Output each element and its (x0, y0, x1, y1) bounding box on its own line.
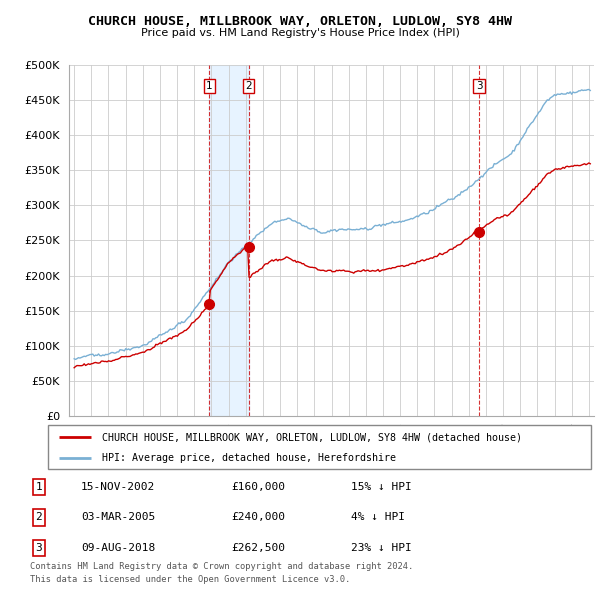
Text: 03-MAR-2005: 03-MAR-2005 (81, 513, 155, 522)
Text: Price paid vs. HM Land Registry's House Price Index (HPI): Price paid vs. HM Land Registry's House … (140, 28, 460, 38)
Text: 2: 2 (35, 513, 43, 522)
Text: This data is licensed under the Open Government Licence v3.0.: This data is licensed under the Open Gov… (30, 575, 350, 584)
Text: 1: 1 (206, 81, 212, 91)
Text: 15% ↓ HPI: 15% ↓ HPI (351, 482, 412, 491)
Text: CHURCH HOUSE, MILLBROOK WAY, ORLETON, LUDLOW, SY8 4HW: CHURCH HOUSE, MILLBROOK WAY, ORLETON, LU… (88, 15, 512, 28)
Text: £160,000: £160,000 (231, 482, 285, 491)
Bar (209, 65, 248, 416)
Text: 3: 3 (476, 81, 482, 91)
Text: 09-AUG-2018: 09-AUG-2018 (81, 543, 155, 553)
Text: 23% ↓ HPI: 23% ↓ HPI (351, 543, 412, 553)
Text: Contains HM Land Registry data © Crown copyright and database right 2024.: Contains HM Land Registry data © Crown c… (30, 562, 413, 571)
Text: 15-NOV-2002: 15-NOV-2002 (81, 482, 155, 491)
Text: HPI: Average price, detached house, Herefordshire: HPI: Average price, detached house, Here… (103, 453, 397, 463)
Text: 1: 1 (35, 482, 43, 491)
Text: £262,500: £262,500 (231, 543, 285, 553)
Text: 2: 2 (245, 81, 252, 91)
Text: 4% ↓ HPI: 4% ↓ HPI (351, 513, 405, 522)
Text: 3: 3 (35, 543, 43, 553)
Text: £240,000: £240,000 (231, 513, 285, 522)
Text: CHURCH HOUSE, MILLBROOK WAY, ORLETON, LUDLOW, SY8 4HW (detached house): CHURCH HOUSE, MILLBROOK WAY, ORLETON, LU… (103, 432, 522, 442)
